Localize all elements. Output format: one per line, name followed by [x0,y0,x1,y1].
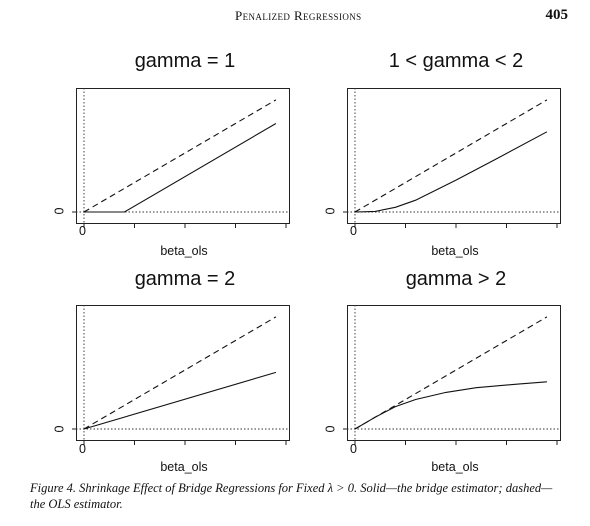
panel-title: gamma = 2 [134,268,236,290]
chart-gamma-between-1-2 [343,88,561,228]
x-axis-label: beta_ols [160,244,208,258]
plot-frame [347,305,561,441]
y-tick-zero: 0 [52,425,67,433]
panel-title: gamma = 1 [134,50,236,72]
chart-gamma-2 [72,305,290,445]
x-tick-zero: 0 [350,442,357,456]
y-tick-zero: 0 [323,207,338,215]
x-axis-label: beta_ols [431,460,479,474]
x-tick-zero: 0 [350,224,357,238]
x-tick-zero: 0 [79,442,86,456]
plot-frame [76,88,290,224]
plot-frame [347,88,561,224]
ols-estimator-line [83,99,277,213]
figure-caption: Figure 4. Shrinkage Effect of Bridge Reg… [30,481,553,511]
chart-gamma-1 [72,88,290,228]
y-tick-zero: 0 [52,207,67,215]
y-tick-zero: 0 [323,425,338,433]
page-number: 405 [545,7,569,23]
x-axis-label: beta_ols [160,460,208,474]
running-head: Penalized Regressions [235,8,362,23]
panel-title: 1 < gamma < 2 [388,50,524,72]
bridge-estimator-line [83,371,277,430]
ols-estimator-line [354,316,548,430]
plot-frame [76,305,290,441]
bridge-estimator-line [84,123,277,213]
x-axis-label: beta_ols [431,244,479,258]
bridge-estimator-line [354,381,547,430]
bridge-estimator-line [354,131,548,213]
panel-title: gamma > 2 [405,268,507,290]
chart-gamma-greater-2 [343,305,561,445]
ols-estimator-line [83,316,277,430]
x-tick-zero: 0 [79,224,86,238]
ols-estimator-line [354,99,548,213]
